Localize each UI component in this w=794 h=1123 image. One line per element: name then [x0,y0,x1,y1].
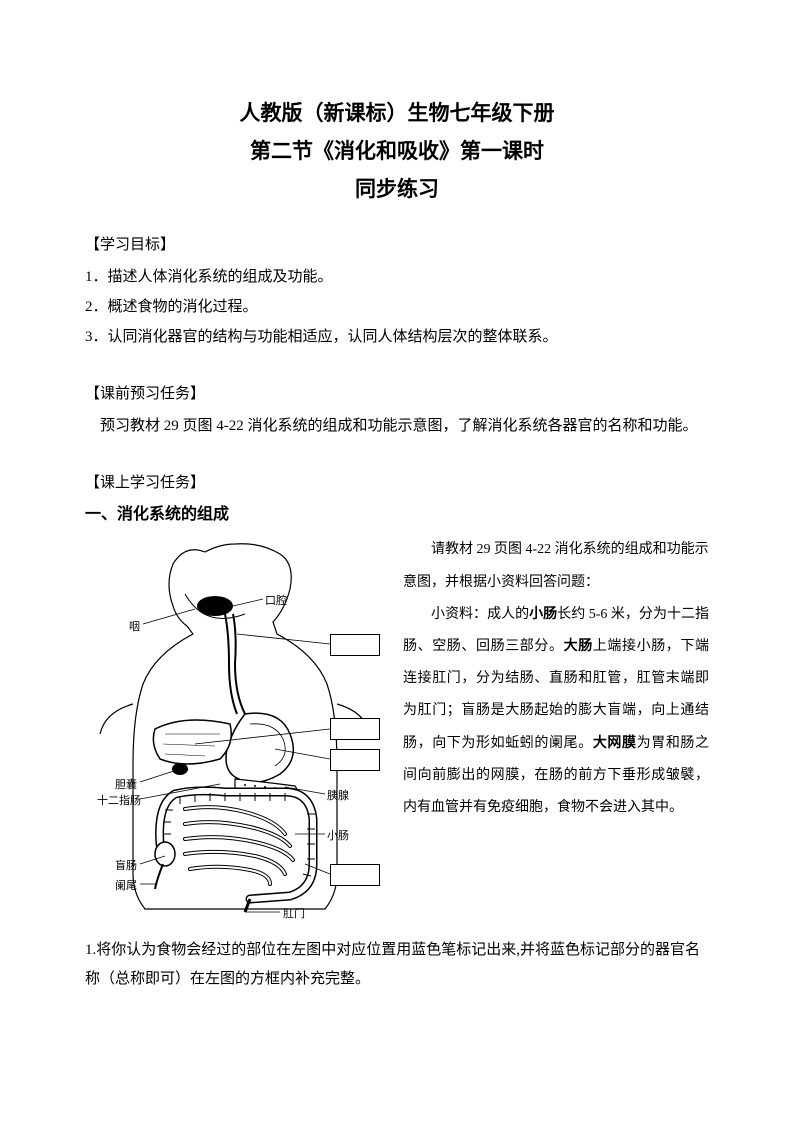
p1a: 小资料：成人的 [431,607,529,622]
objective-2: 2．概述食物的消化过程。 [85,292,709,322]
diagram-and-info-row: 口腔 咽 胆囊 十二指肠 胰腺 小肠 盲肠 阑尾 肛门 请教材 29 页图 4-… [85,534,709,924]
subheading-1: 一、消化系统的组成 [85,500,709,524]
objectives-header: 【学习目标】 [85,233,709,254]
diagram-column: 口腔 咽 胆囊 十二指肠 胰腺 小肠 盲肠 阑尾 肛门 [85,534,385,924]
info-column: 请教材 29 页图 4-22 消化系统的组成和功能示意图，并根据小资料回答问题：… [403,534,709,924]
title-line-1: 人教版（新课标）生物七年级下册 [85,95,709,133]
label-oral-cavity: 口腔 [265,592,287,608]
info-lead: 请教材 29 页图 4-22 消化系统的组成和功能示意图，并根据小资料回答问题： [403,534,709,598]
digestive-system-diagram: 口腔 咽 胆囊 十二指肠 胰腺 小肠 盲肠 阑尾 肛门 [85,534,385,924]
p1b: 小肠 [529,607,557,622]
p2b: 上端接小肠，下端连接肛门，分为结肠、直肠和肛管，肛管末端即为肛门；盲肠是大肠起始… [403,639,709,751]
info-material: 小资料：成人的小肠长约 5-6 米，分为十二指肠、空肠、回肠三部分。大肠上端接小… [403,599,709,824]
label-gallbladder: 胆囊 [115,776,137,792]
label-duodenum: 十二指肠 [97,792,141,808]
p3a: 大网膜 [593,736,637,751]
answer-box-liver[interactable] [330,718,380,740]
label-small-intestine: 小肠 [327,827,349,843]
label-anus: 肛门 [283,905,305,921]
title-line-2: 第二节《消化和吸收》第一课时 [85,133,709,171]
class-task-header: 【课上学习任务】 [85,471,709,492]
answer-box-stomach[interactable] [330,749,380,771]
label-appendix: 阑尾 [115,877,137,893]
answer-box-large-intestine[interactable] [330,864,380,886]
label-cecum: 盲肠 [115,857,137,873]
title-line-3: 同步练习 [85,171,709,209]
preview-text: 预习教材 29 页图 4-22 消化系统的组成和功能示意图，了解消化系统各器官的… [85,411,709,441]
label-pancreas: 胰腺 [327,787,349,803]
document-title-group: 人教版（新课标）生物七年级下册 第二节《消化和吸收》第一课时 同步练习 [85,95,709,208]
label-pharynx: 咽 [129,618,140,634]
question-1: 1.将你认为食物会经过的部位在左图中对应位置用蓝色笔标记出来,并将蓝色标记部分的… [85,936,709,993]
objective-1: 1．描述人体消化系统的组成及功能。 [85,262,709,292]
objective-3: 3．认同消化器官的结构与功能相适应，认同人体结构层次的整体联系。 [85,322,709,352]
preview-header: 【课前预习任务】 [85,382,709,403]
answer-box-esophagus[interactable] [330,634,380,656]
p2a: 大肠 [564,639,593,654]
